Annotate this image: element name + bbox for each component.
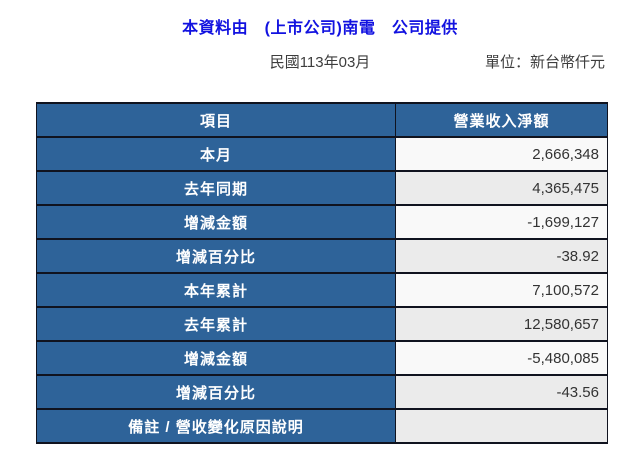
table-row: 備註 / 營收變化原因說明 — [36, 408, 608, 444]
row-label: 本年累計 — [36, 272, 396, 308]
row-label: 增減百分比 — [36, 374, 396, 410]
row-label: 增減百分比 — [36, 238, 396, 274]
row-value: 4,365,475 — [395, 170, 608, 206]
table-row: 本年累計 7,100,572 — [36, 272, 608, 308]
table-row: 去年同期 4,365,475 — [36, 170, 608, 206]
table-row: 增減百分比 -38.92 — [36, 238, 608, 274]
row-value: 7,100,572 — [395, 272, 608, 308]
table-row: 增減金額 -5,480,085 — [36, 340, 608, 376]
table-row: 本月 2,666,348 — [36, 136, 608, 172]
report-title: 本資料由 (上市公司)南電 公司提供 — [182, 20, 458, 37]
column-header-net-revenue: 營業收入淨額 — [395, 102, 608, 138]
table-header-row: 項目 營業收入淨額 — [36, 102, 608, 138]
row-label: 增減金額 — [36, 340, 396, 376]
row-value: 2,666,348 — [395, 136, 608, 172]
table-row: 去年累計 12,580,657 — [36, 306, 608, 342]
row-label: 備註 / 營收變化原因說明 — [36, 408, 396, 444]
revenue-table: 項目 營業收入淨額 本月 2,666,348 去年同期 4,365,475 增減… — [36, 102, 608, 444]
row-value: -43.56 — [395, 374, 608, 410]
table-row: 增減百分比 -43.56 — [36, 374, 608, 410]
row-label: 本月 — [36, 136, 396, 172]
row-value: -5,480,085 — [395, 340, 608, 376]
row-value: -1,699,127 — [395, 204, 608, 240]
row-label: 增減金額 — [36, 204, 396, 240]
report-period: 民國113年03月 — [269, 54, 371, 71]
table-body: 本月 2,666,348 去年同期 4,365,475 增減金額 -1,699,… — [36, 136, 608, 444]
monthly-revenue-report-page: 本資料由 (上市公司)南電 公司提供 民國113年03月 單位：新台幣仟元 項目… — [0, 14, 640, 468]
currency-unit-label: 單位：新台幣仟元 — [484, 54, 605, 71]
row-value: -38.92 — [395, 238, 608, 274]
subtitle-row: 民國113年03月 單位：新台幣仟元 — [0, 51, 640, 71]
column-header-item: 項目 — [36, 102, 396, 138]
table-row: 增減金額 -1,699,127 — [36, 204, 608, 240]
row-value: 12,580,657 — [395, 306, 608, 342]
row-value — [395, 408, 608, 444]
row-label: 去年累計 — [36, 306, 396, 342]
row-label: 去年同期 — [36, 170, 396, 206]
